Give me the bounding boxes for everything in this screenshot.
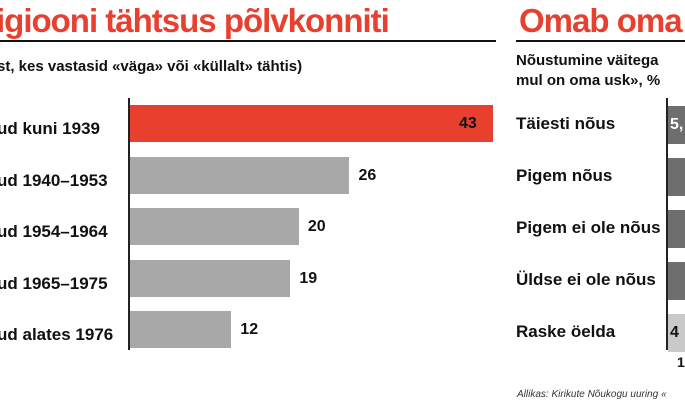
left-category-label-3: ud 1965–1975 [0, 273, 108, 293]
right-chart-title: Omab oma [519, 2, 683, 39]
left-bar-4 [130, 311, 232, 348]
left-value-label-2: 20 [307, 218, 326, 235]
left-chart-axis [128, 98, 130, 350]
right-value-label-0: 5, [670, 116, 684, 133]
right-category-label-4: Raske öelda [516, 322, 616, 341]
right-bar-2 [668, 210, 685, 248]
left-bar-2 [130, 208, 299, 245]
right-chart-subtitle-line2: mul on oma usk», % [516, 72, 661, 89]
left-title-rule [0, 40, 496, 42]
right-chart-subtitle: Nõustumine väitega [516, 52, 659, 69]
right-category-label-0: Täiesti nõus [516, 114, 616, 133]
left-chart-subtitle: st, kes vastasid «väga» või «küllalt» tä… [0, 58, 303, 75]
right-category-label-2: Pigem ei ole nõus [516, 218, 661, 237]
left-value-label-4: 12 [240, 321, 259, 338]
left-value-label-3: 19 [299, 269, 318, 287]
right-bar-4 [668, 314, 685, 352]
left-bar-3 [130, 259, 291, 297]
source-note: Allikas: Kirikute Nõukogu uuring « [517, 389, 667, 400]
left-value-label-1: 26 [358, 166, 377, 184]
left-category-label-4: ud alates 1976 [0, 325, 114, 344]
right-chart-bottom-label: 1 [677, 354, 685, 370]
right-category-label-1: Pigem nõus [516, 166, 613, 185]
right-value-label-4: 4 [670, 324, 679, 341]
right-chart-axis [666, 98, 668, 350]
left-value-label-0: 43 [459, 115, 477, 132]
right-bar-0 [668, 106, 685, 144]
left-category-label-1: ud 1940–1953 [0, 170, 108, 190]
left-bar-0 [130, 105, 493, 142]
right-bar-1 [668, 158, 685, 196]
left-chart-title: igiooni tähtsus põlvkonniti [0, 2, 390, 39]
right-bar-3 [668, 262, 685, 300]
right-title-rule [516, 40, 685, 42]
left-category-label-0: ud kuni 1939 [0, 119, 100, 138]
left-category-label-2: ud 1954–1964 [0, 222, 108, 241]
right-category-label-3: Üldse ei ole nõus [516, 270, 656, 289]
left-bar-1 [130, 156, 350, 194]
